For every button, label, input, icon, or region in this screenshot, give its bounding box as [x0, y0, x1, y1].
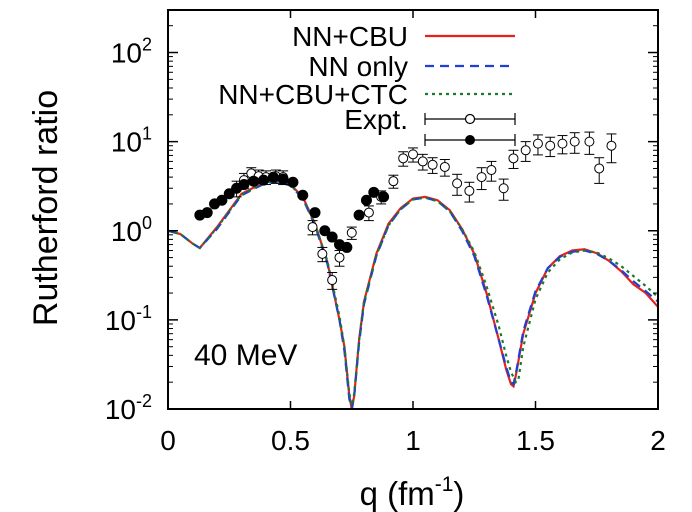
- y-tick-label: 101: [111, 124, 152, 158]
- expt-open-point: [439, 161, 450, 172]
- expt-filled-point: [319, 225, 331, 237]
- expt-open-point: [584, 136, 595, 147]
- expt-open-point: [307, 222, 318, 233]
- legend-label-3: NN+CBU+CTC: [218, 79, 408, 110]
- legend-swatch-expt-filled-marker: [465, 135, 475, 145]
- expt-filled-point: [267, 171, 279, 183]
- expt-open-point: [569, 136, 580, 147]
- expt-open-point: [520, 145, 531, 156]
- expt-filled-point: [360, 194, 372, 206]
- y-tick-label: 10-1: [105, 302, 152, 336]
- x-axis-label-base: q (fm: [360, 475, 435, 512]
- experimental-points: [194, 131, 617, 290]
- series-line-1: [168, 178, 658, 409]
- expt-open-point: [327, 275, 338, 286]
- expt-open-point: [334, 252, 345, 263]
- expt-open-point: [317, 248, 328, 259]
- expt-filled-point: [341, 241, 353, 253]
- series-line-3: [168, 180, 658, 406]
- y-tick-label: 10-2: [105, 391, 152, 425]
- expt-open-point: [398, 153, 409, 164]
- expt-filled-point: [216, 194, 228, 206]
- expt-filled-point: [297, 189, 309, 201]
- x-tick-label: 0.5: [271, 425, 310, 456]
- expt-filled-point: [258, 174, 270, 186]
- expt-open-point: [545, 140, 556, 151]
- x-tick-label: 2: [650, 425, 666, 456]
- expt-open-point: [557, 138, 568, 149]
- x-axis-label-close: ): [453, 475, 464, 512]
- x-axis-label-exp: -1: [435, 473, 454, 496]
- annotation-label: 40 MeV: [194, 339, 297, 372]
- expt-filled-point: [248, 175, 260, 187]
- expt-filled-point: [378, 191, 390, 203]
- expt-open-point: [408, 149, 418, 160]
- x-tick-label: 0: [160, 425, 176, 456]
- expt-filled-point: [238, 179, 250, 191]
- expt-open-point: [486, 165, 497, 176]
- y-axis-label: Rutherford ratio: [27, 90, 65, 326]
- expt-open-point: [346, 227, 357, 238]
- expt-open-point: [464, 185, 475, 196]
- y-tick-label: 100: [111, 213, 152, 247]
- y-axis-ticks: 10-2 10-1 100 101 102: [105, 9, 658, 425]
- expt-open-point: [363, 207, 374, 218]
- expt-open-point: [476, 172, 487, 183]
- y-tick-label: 102: [111, 35, 152, 69]
- legend-label-1: NN+CBU: [292, 21, 408, 52]
- x-tick-label: 1.5: [516, 425, 555, 456]
- expt-open-point: [452, 178, 463, 189]
- expt-filled-point: [326, 231, 338, 243]
- x-axis-ticks: 0 0.5 1 1.5 2: [160, 10, 666, 456]
- expt-open-point: [606, 140, 617, 151]
- legend-swatch-expt-open-marker: [464, 113, 476, 125]
- expt-filled-point: [309, 207, 321, 219]
- expt-filled-point: [353, 209, 365, 221]
- expt-open-point: [388, 176, 399, 187]
- expt-open-point: [508, 153, 519, 164]
- theory-curves: [168, 178, 658, 409]
- legend-label-expt: Expt.: [344, 104, 408, 135]
- expt-filled-point: [201, 207, 213, 219]
- legend-label-2: NN only: [308, 51, 408, 82]
- x-axis-label: q (fm-1): [360, 473, 465, 512]
- expt-open-point: [417, 156, 428, 167]
- expt-open-point: [498, 183, 509, 194]
- expt-filled-point: [287, 176, 299, 188]
- x-tick-label: 1: [405, 425, 421, 456]
- expt-filled-point: [223, 188, 235, 200]
- series-line-2: [168, 180, 658, 409]
- expt-filled-point: [277, 173, 289, 185]
- expt-open-point: [594, 163, 605, 174]
- expt-filled-point: [368, 186, 380, 198]
- expt-open-point: [427, 159, 438, 170]
- expt-open-point: [532, 138, 543, 149]
